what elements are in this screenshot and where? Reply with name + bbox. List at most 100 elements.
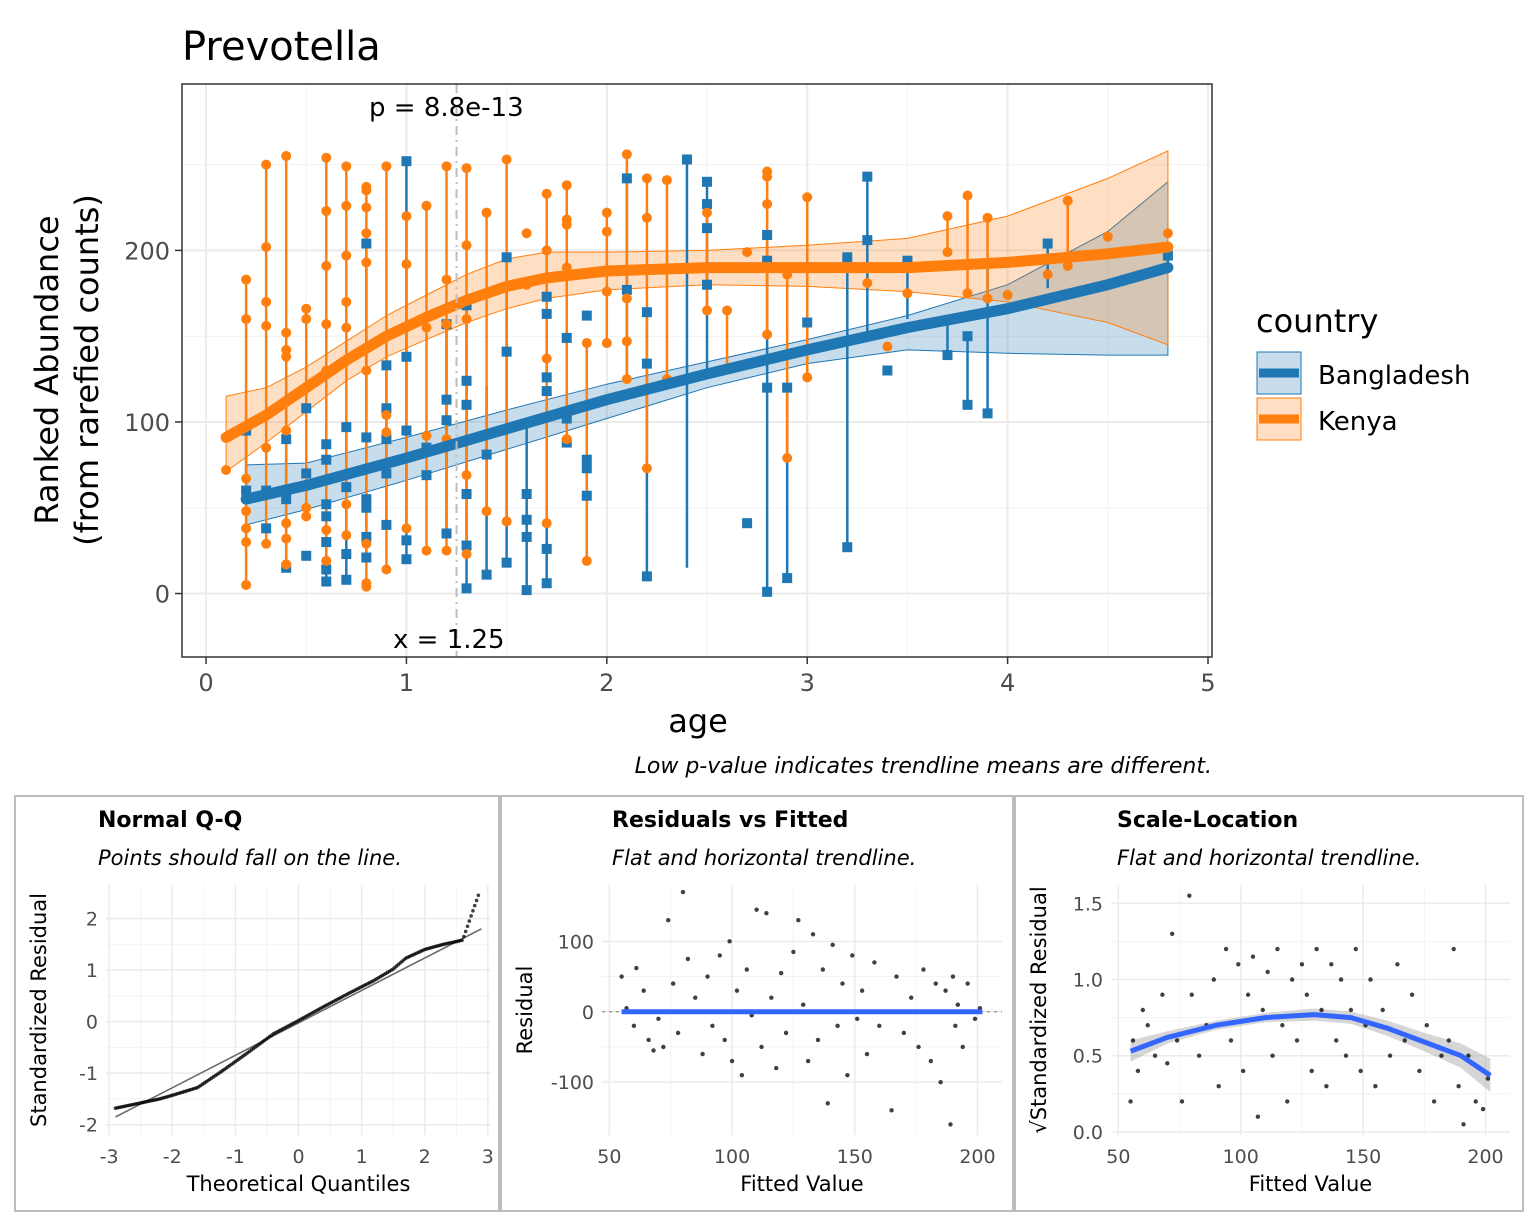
data-point-kenya xyxy=(561,434,572,445)
data-point-kenya xyxy=(1062,195,1073,206)
data-point-bangladesh xyxy=(541,578,552,589)
y-axis-label: Standardized Residual xyxy=(27,893,51,1127)
data-point-kenya xyxy=(802,192,813,203)
data-point-kenya xyxy=(341,296,352,307)
data-point-bangladesh xyxy=(481,569,492,580)
data-point-kenya xyxy=(942,211,953,222)
residual-point xyxy=(656,1016,661,1022)
residual-point xyxy=(717,953,722,958)
data-point-kenya xyxy=(481,506,492,517)
residual-point xyxy=(950,974,956,979)
data-point-bangladesh xyxy=(461,489,472,500)
data-point-kenya xyxy=(601,207,612,218)
data-point-kenya xyxy=(541,188,552,199)
scale-location-point xyxy=(1189,992,1194,997)
data-point-bangladesh xyxy=(241,485,252,496)
data-point-bangladesh xyxy=(962,331,973,342)
data-point-bangladesh xyxy=(321,576,332,587)
residual-point xyxy=(948,1122,953,1127)
residual-point xyxy=(700,1051,705,1057)
data-point-bangladesh xyxy=(641,571,652,582)
residual-point xyxy=(646,1037,651,1043)
data-point-bangladesh xyxy=(421,470,432,481)
residual-point xyxy=(889,1108,894,1113)
data-point-kenya xyxy=(641,173,652,184)
data-point-bangladesh xyxy=(702,176,713,187)
data-point-bangladesh xyxy=(902,255,913,266)
data-point-bangladesh xyxy=(381,403,392,414)
data-point-bangladesh xyxy=(521,585,532,596)
x-tick-label: -1 xyxy=(226,1146,245,1168)
residual-point xyxy=(916,1044,921,1050)
data-point-kenya xyxy=(802,372,813,383)
data-point-kenya xyxy=(421,545,432,556)
scale-location-point xyxy=(1280,1023,1285,1028)
data-point-kenya xyxy=(962,190,973,201)
residual-point xyxy=(864,1051,870,1057)
residual-point xyxy=(820,967,826,972)
residual-point xyxy=(729,1058,735,1064)
qq-reference-line xyxy=(115,928,482,1118)
scale-location-point xyxy=(1431,1099,1437,1104)
data-point-bangladesh xyxy=(361,494,372,505)
data-point-kenya xyxy=(401,259,412,270)
x-annotation: x = 1.25 xyxy=(393,625,505,655)
scale-location-point xyxy=(1319,1007,1324,1013)
residual-point xyxy=(651,1048,656,1053)
scale-location-point xyxy=(1165,1061,1170,1066)
data-point-bangladesh xyxy=(762,255,773,266)
y-tick-label: 0 xyxy=(582,1002,594,1024)
scale-location-point xyxy=(1135,1068,1141,1074)
residual-point xyxy=(796,918,801,923)
main-points xyxy=(221,149,1173,597)
data-point-kenya xyxy=(621,149,632,160)
residual-point xyxy=(938,1079,943,1085)
data-point-bangladesh xyxy=(702,199,713,210)
scale-location-point xyxy=(1152,1053,1158,1058)
qq-point xyxy=(463,929,468,934)
residual-point xyxy=(872,960,877,965)
data-point-kenya xyxy=(722,305,733,316)
data-point-kenya xyxy=(762,166,773,177)
residual-point xyxy=(693,995,698,1000)
scale-location-point xyxy=(1289,977,1295,982)
x-tick-label: 4 xyxy=(1000,669,1015,697)
data-point-kenya xyxy=(641,463,652,474)
data-point-kenya xyxy=(321,260,332,271)
y-tick-label: -2 xyxy=(79,1115,98,1137)
data-point-bangladesh xyxy=(641,307,652,318)
scale-location-point xyxy=(1368,977,1373,982)
data-point-bangladesh xyxy=(742,518,753,529)
data-point-kenya xyxy=(621,374,632,385)
data-point-kenya xyxy=(962,288,973,299)
scale-location-point xyxy=(1480,1106,1486,1112)
data-point-kenya xyxy=(301,502,312,513)
scale-location-point xyxy=(1402,1038,1407,1043)
scale-location-point xyxy=(1265,969,1270,975)
y-tick-label: 0 xyxy=(86,1012,98,1034)
data-point-bangladesh xyxy=(862,235,873,246)
data-point-kenya xyxy=(401,211,412,222)
qq-point xyxy=(472,903,477,908)
scale-location-point xyxy=(1304,992,1310,997)
legend-label-bangladesh: Bangladesh xyxy=(1318,361,1470,391)
data-point-kenya xyxy=(702,207,713,218)
residual-point xyxy=(850,953,855,958)
data-point-kenya xyxy=(441,319,452,330)
scale-location-point xyxy=(1299,962,1305,967)
scale-location-point xyxy=(1451,946,1456,952)
scale-location-point xyxy=(1245,992,1251,997)
data-point-kenya xyxy=(641,212,652,223)
residual-point xyxy=(855,1016,860,1022)
data-point-kenya xyxy=(301,303,312,314)
data-point-kenya xyxy=(341,322,352,333)
data-point-bangladesh xyxy=(621,173,632,184)
scale-location-point xyxy=(1395,962,1400,967)
scale-location-point xyxy=(1223,946,1229,952)
qq-point xyxy=(462,934,466,939)
residual-point xyxy=(764,910,769,916)
data-point-kenya xyxy=(281,518,292,529)
data-point-kenya xyxy=(381,161,392,172)
data-point-kenya xyxy=(421,430,432,441)
x-tick-label: 50 xyxy=(1106,1146,1130,1168)
